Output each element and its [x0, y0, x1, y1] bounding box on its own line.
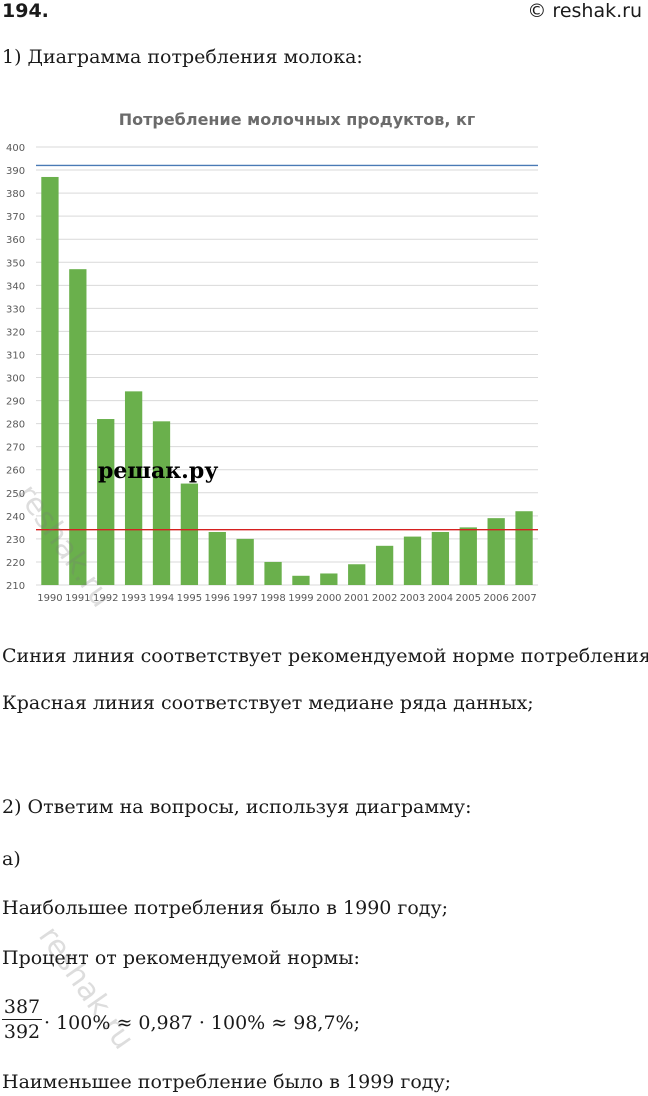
bar [515, 511, 533, 585]
blue-line-note: Синия линия соответствует рекомендуемой … [2, 645, 648, 667]
part2-heading: 2) Ответим на вопросы, используя диаграм… [2, 796, 472, 818]
bar [403, 536, 422, 585]
y-tick-label: 400 [6, 143, 25, 154]
y-tick-label: 330 [6, 304, 25, 315]
x-tick-label: 1990 [37, 593, 62, 604]
bar [375, 545, 394, 585]
min-consumption-text: Наименьшее потребление было в 1999 году; [2, 1071, 452, 1093]
fraction-numerator: 387 [3, 996, 41, 1018]
bar [124, 391, 143, 585]
y-tick-label: 380 [6, 189, 25, 200]
bar [41, 176, 59, 585]
x-tick-label: 1992 [93, 593, 118, 604]
bar [348, 564, 366, 585]
bar [236, 538, 254, 585]
y-tick-label: 280 [6, 420, 25, 431]
problem-number: 194. [2, 0, 49, 22]
bar [152, 421, 171, 585]
x-tick-label: 2000 [316, 593, 341, 604]
percent-heading: Процент от рекомендуемой нормы: [2, 947, 360, 969]
fraction: 387 392 [2, 996, 42, 1043]
y-tick-label: 240 [6, 512, 25, 523]
intro-text: 1) Диаграмма потребления молока: [2, 46, 363, 68]
y-tick-label: 270 [6, 443, 25, 454]
red-line-note: Красная линия соответствует медиане ряда… [2, 692, 534, 714]
watermark-logo: решак.ру [98, 458, 219, 484]
milk-consumption-chart: Потребление молочных продуктов, кг 210 220… [6, 110, 538, 604]
y-tick-label: 390 [6, 166, 25, 177]
y-tick-label: 220 [6, 558, 25, 569]
x-tick-label: 2006 [483, 593, 508, 604]
bar [180, 483, 199, 585]
bar [431, 531, 450, 585]
x-tick-label: 1995 [177, 593, 202, 604]
fraction-bar [2, 1019, 42, 1020]
x-tick-label: 1994 [149, 593, 174, 604]
y-tick-label: 300 [6, 374, 25, 385]
y-tick-label: 340 [6, 281, 25, 292]
max-consumption-text: Наибольшее потребления было в 1990 году; [2, 897, 449, 919]
x-tick-label: 2003 [400, 593, 425, 604]
y-tick-label: 210 [6, 581, 25, 592]
watermark-ghost-2: reshak.ru [31, 920, 142, 1056]
bar [320, 573, 338, 585]
y-tick-label: 310 [6, 350, 25, 361]
y-tick-label: 230 [6, 535, 25, 546]
x-tick-label: 1998 [260, 593, 285, 604]
x-tick-label: 1991 [65, 593, 90, 604]
fraction-denominator: 392 [3, 1021, 41, 1043]
percent-calculation: · 100% ≈ 0,987 · 100% ≈ 98,7%; [44, 1012, 360, 1034]
bar [208, 531, 226, 585]
bar [292, 575, 310, 585]
x-tick-label: 2005 [456, 593, 481, 604]
x-tick-label: 1993 [121, 593, 146, 604]
x-tick-label: 2007 [511, 593, 536, 604]
x-tick-label: 1999 [288, 593, 313, 604]
item-a-label: а) [2, 848, 21, 870]
y-tick-label: 370 [6, 212, 25, 223]
chart-title: Потребление молочных продуктов, кг [119, 110, 476, 129]
x-tick-label: 2002 [372, 593, 397, 604]
y-tick-label: 260 [6, 466, 25, 477]
source-label: © reshak.ru [527, 0, 642, 22]
y-tick-label: 350 [6, 258, 25, 269]
y-tick-label: 250 [6, 489, 25, 500]
bar [264, 561, 282, 585]
y-tick-label: 320 [6, 327, 25, 338]
y-tick-label: 360 [6, 235, 25, 246]
x-tick-label: 2004 [428, 593, 453, 604]
x-tick-label: 1996 [205, 593, 230, 604]
bar [97, 419, 115, 585]
bar [69, 269, 87, 585]
bar [459, 527, 477, 585]
x-tick-label: 2001 [344, 593, 369, 604]
x-tick-label: 1997 [232, 593, 257, 604]
bar [487, 518, 505, 585]
y-tick-label: 290 [6, 397, 25, 408]
